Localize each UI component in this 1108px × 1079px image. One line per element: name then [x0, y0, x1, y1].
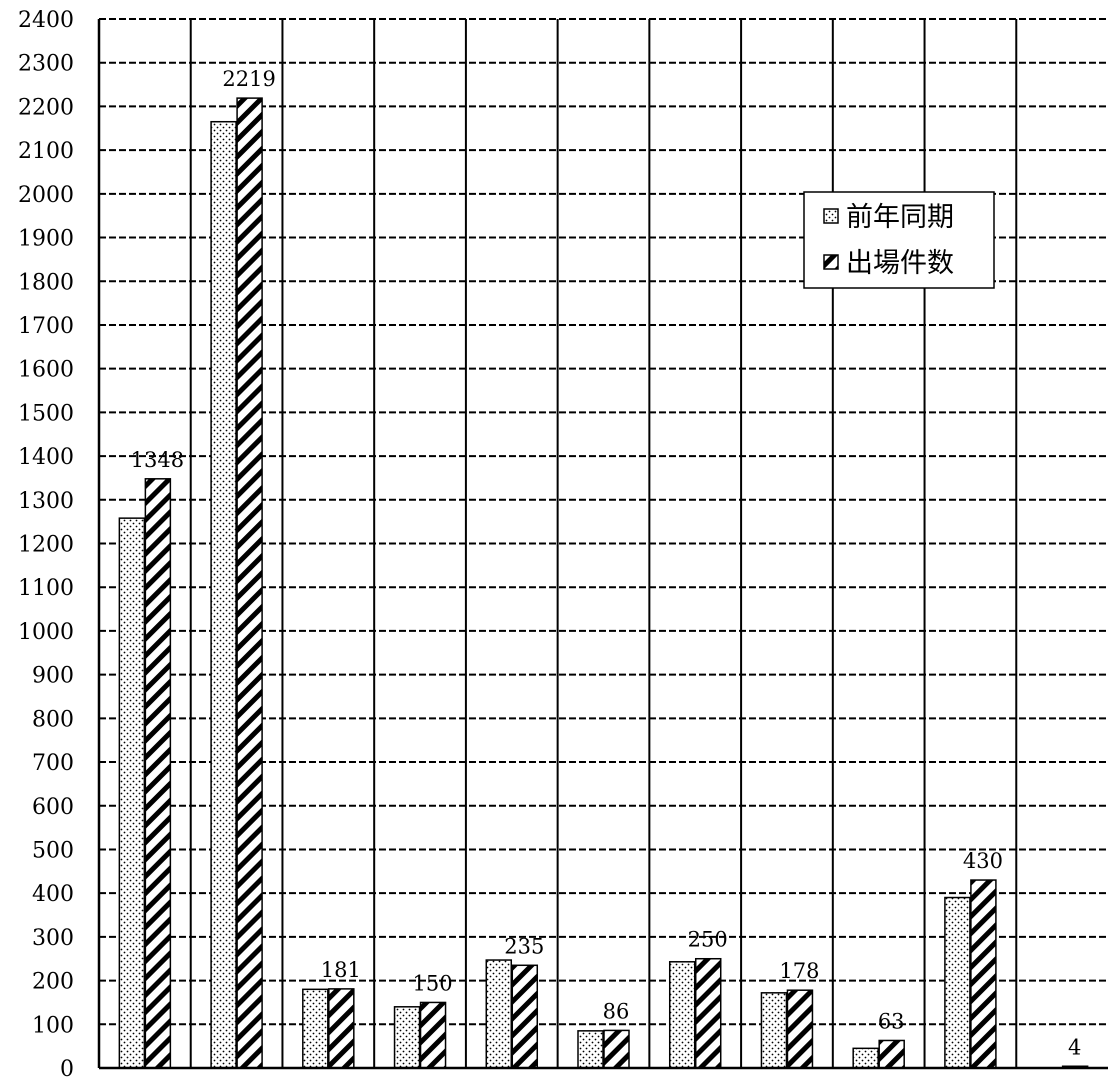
bar-current — [419, 1001, 447, 1069]
bar-current — [694, 957, 722, 1069]
y-tick-label: 0 — [60, 1057, 74, 1079]
data-label: 235 — [504, 934, 544, 958]
y-tick-label: 1400 — [18, 445, 74, 470]
y-tick-label: 1700 — [18, 314, 74, 339]
y-tick-label: 300 — [32, 926, 74, 951]
y-tick-label: 1500 — [18, 401, 74, 426]
bar-current — [236, 97, 263, 1069]
bar-current — [328, 988, 355, 1069]
legend-label: 前年同期 — [846, 202, 954, 233]
data-label: 2219 — [222, 67, 275, 91]
y-tick-label: 2400 — [18, 8, 74, 33]
bar-previous-year — [485, 959, 513, 1069]
bar-previous-year — [852, 1047, 879, 1069]
y-tick-label: 100 — [32, 1013, 74, 1038]
bar-previous-year — [577, 1030, 604, 1069]
y-tick-label: 1800 — [18, 270, 74, 295]
bar-previous-year — [760, 992, 788, 1069]
y-tick-label: 500 — [32, 838, 74, 863]
bar-current — [786, 989, 814, 1069]
y-tick-label: 200 — [32, 970, 74, 995]
bar-previous-year — [944, 896, 971, 1069]
y-tick-label: 800 — [32, 707, 74, 732]
y-tick-label: 400 — [32, 882, 74, 907]
data-label: 178 — [779, 959, 819, 983]
bar-previous-year — [210, 120, 237, 1069]
legend-box — [803, 191, 995, 289]
data-label: 86 — [603, 999, 630, 1023]
y-tick-label: 1200 — [18, 533, 74, 558]
data-label: 63 — [878, 1009, 905, 1033]
y-tick-label: 700 — [32, 751, 74, 776]
data-label: 4 — [1068, 1035, 1081, 1059]
bar-previous-year — [668, 961, 696, 1069]
bar-current — [878, 1039, 905, 1069]
bar-previous-year — [118, 517, 146, 1069]
bar-previous-year — [393, 1006, 421, 1069]
data-label: 1348 — [131, 448, 184, 472]
legend-label: 出場件数 — [846, 248, 954, 279]
bar-current — [144, 478, 172, 1069]
data-label: 150 — [412, 971, 452, 995]
bar-previous-year — [302, 988, 329, 1069]
y-tick-label: 1000 — [18, 620, 74, 645]
y-tick-label: 1300 — [18, 489, 74, 514]
y-tick-label: 1600 — [18, 358, 74, 383]
data-label: 430 — [963, 849, 1003, 873]
bar-current — [603, 1029, 630, 1069]
y-tick-label: 900 — [32, 664, 74, 689]
data-label: 250 — [688, 928, 728, 952]
bar-current — [970, 879, 997, 1069]
y-tick-label: 2200 — [18, 95, 74, 120]
y-tick-label: 1900 — [18, 227, 74, 252]
y-tick-label: 2000 — [18, 183, 74, 208]
y-axis: 0 100 200 300 400 500 600 700 800 900 1000 1100 1200… — [18, 8, 1108, 1079]
legend-swatch-current — [823, 254, 839, 270]
y-tick-label: 600 — [32, 795, 74, 820]
data-label: 181 — [321, 958, 361, 982]
y-tick-label: 2100 — [18, 139, 74, 164]
y-tick-label: 1100 — [18, 576, 74, 601]
y-tick-label: 2300 — [18, 52, 74, 77]
data-labels: 1348 2219 181 150 235 86 250 178 63 430 4 — [131, 67, 1082, 1059]
legend-swatch-previous-year — [823, 208, 839, 224]
bar-current — [511, 964, 539, 1069]
